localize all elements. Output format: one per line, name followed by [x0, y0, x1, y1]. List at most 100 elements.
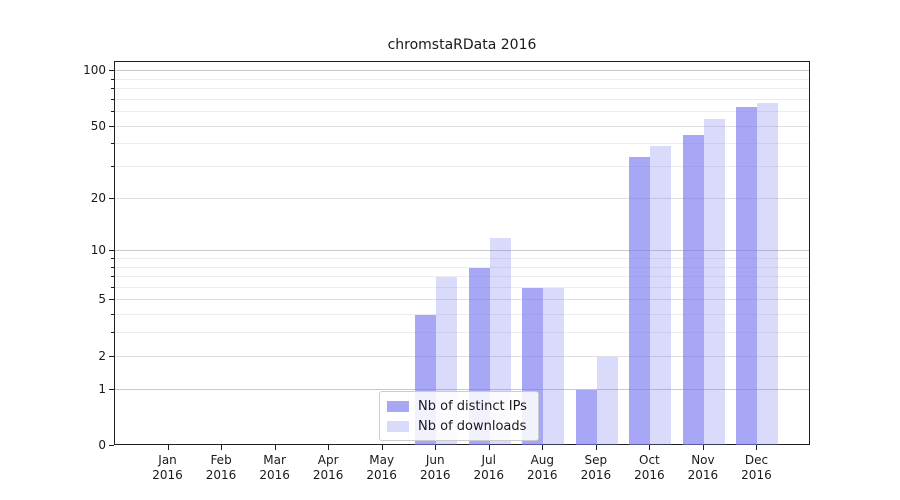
x-tick-apr	[328, 445, 330, 450]
x-tick-jun	[435, 445, 437, 450]
gridline-2	[115, 355, 809, 357]
x-tick-label-jan: Jan 2016	[138, 453, 198, 483]
x-label-year: 2016	[634, 468, 665, 482]
gridline-20	[115, 197, 809, 199]
x-label-year: 2016	[366, 468, 397, 482]
gridline-8	[115, 266, 809, 268]
x-label-month: Nov	[691, 453, 715, 467]
x-tick-label-mar: Mar 2016	[245, 453, 305, 483]
x-label-month: Feb	[210, 453, 232, 467]
x-tick-jul	[488, 445, 490, 450]
x-tick-sep	[595, 445, 597, 450]
x-label-year: 2016	[259, 468, 290, 482]
legend: Nb of distinct IPs Nb of downloads	[379, 391, 539, 441]
y-tick-label-0: 0	[98, 438, 106, 452]
y-minortick-80	[111, 88, 114, 90]
y-tick-label-10: 10	[90, 243, 106, 258]
gridline-60	[115, 111, 809, 113]
y-tick-label-2: 2	[98, 348, 106, 363]
y-minortick-6	[111, 286, 114, 288]
y-tick-20	[109, 197, 114, 199]
gridline-3	[115, 332, 809, 334]
y-tick-label-50: 50	[90, 118, 106, 133]
y-minortick-8	[111, 266, 114, 268]
gridline-7	[115, 276, 809, 278]
x-label-month: Oct	[639, 453, 660, 467]
x-tick-may	[381, 445, 383, 450]
gridline-4	[115, 314, 809, 316]
x-label-year: 2016	[687, 468, 719, 482]
y-tick-label-1: 1	[98, 381, 106, 396]
bar-downloads-nov	[703, 119, 725, 445]
x-tick-jan	[167, 445, 169, 450]
x-tick-label-aug: Aug 2016	[512, 453, 572, 483]
bar-downloads-oct	[650, 146, 672, 445]
y-tick-2	[109, 355, 114, 357]
y-minortick-70	[111, 98, 114, 100]
x-label-year: 2016	[741, 468, 772, 482]
x-tick-label-feb: Feb 2016	[191, 453, 251, 483]
x-label-month: May	[369, 453, 395, 467]
x-tick-label-jul: Jul 2016	[459, 453, 519, 483]
x-label-month: Apr	[317, 453, 339, 467]
y-tick-5	[109, 299, 114, 301]
y-minortick-3	[111, 332, 114, 334]
gridline-90	[115, 78, 809, 80]
gridline-40	[115, 143, 809, 145]
y-tick-1	[109, 388, 114, 390]
x-label-month: Dec	[744, 453, 769, 467]
bar-ips-nov	[682, 135, 704, 445]
y-minortick-7	[111, 276, 114, 278]
x-label-year: 2016	[527, 468, 558, 482]
x-tick-aug	[542, 445, 544, 450]
x-label-year: 2016	[419, 468, 451, 482]
x-tick-dec	[756, 445, 758, 450]
x-label-year: 2016	[473, 468, 505, 482]
bar-ips-dec	[736, 106, 758, 445]
x-label-month: Jul	[481, 453, 496, 467]
legend-item-downloads: Nb of downloads	[387, 419, 528, 434]
bar-downloads-sep	[596, 356, 618, 445]
bar-ips-oct	[629, 157, 651, 445]
y-tick-0	[109, 445, 114, 446]
x-tick-label-sep: Sep 2016	[566, 453, 626, 483]
x-label-year: 2016	[312, 468, 344, 482]
gridline-30	[115, 166, 809, 168]
legend-label-downloads: Nb of downloads	[418, 419, 527, 434]
x-label-year: 2016	[205, 468, 237, 482]
gridline-9	[115, 257, 809, 259]
y-minortick-4	[111, 314, 114, 316]
x-tick-label-nov: Nov 2016	[673, 453, 733, 483]
x-tick-mar	[274, 445, 276, 450]
plot-area	[114, 61, 810, 445]
y-minortick-40	[111, 143, 114, 145]
x-tick-label-dec: Dec 2016	[726, 453, 786, 483]
y-minortick-60	[111, 111, 114, 113]
y-tick-label-100: 100	[83, 63, 106, 78]
x-label-month: Jan	[158, 453, 177, 467]
bar-downloads-aug	[543, 287, 565, 445]
gridline-1	[115, 388, 809, 390]
y-minortick-9	[111, 257, 114, 259]
gridline-100	[115, 70, 809, 72]
y-minortick-30	[111, 166, 114, 168]
y-tick-label-20: 20	[90, 190, 106, 205]
legend-item-distinct-ips: Nb of distinct IPs	[387, 399, 528, 414]
legend-label-distinct-ips: Nb of distinct IPs	[418, 399, 527, 414]
downloads-swatch-icon	[387, 421, 409, 432]
x-tick-feb	[221, 445, 223, 450]
x-label-month: Aug	[530, 453, 555, 467]
x-label-year: 2016	[152, 468, 183, 482]
gridline-70	[115, 98, 809, 100]
y-minortick-90	[111, 78, 114, 80]
ips-swatch-icon	[387, 401, 409, 412]
x-tick-nov	[702, 445, 704, 450]
bar-ips-sep	[575, 389, 597, 445]
gridline-10	[115, 250, 809, 252]
y-tick-label-5: 5	[98, 292, 106, 307]
gridline-5	[115, 299, 809, 301]
x-tick-oct	[649, 445, 651, 450]
y-tick-50	[109, 125, 114, 127]
y-tick-10	[109, 250, 114, 252]
